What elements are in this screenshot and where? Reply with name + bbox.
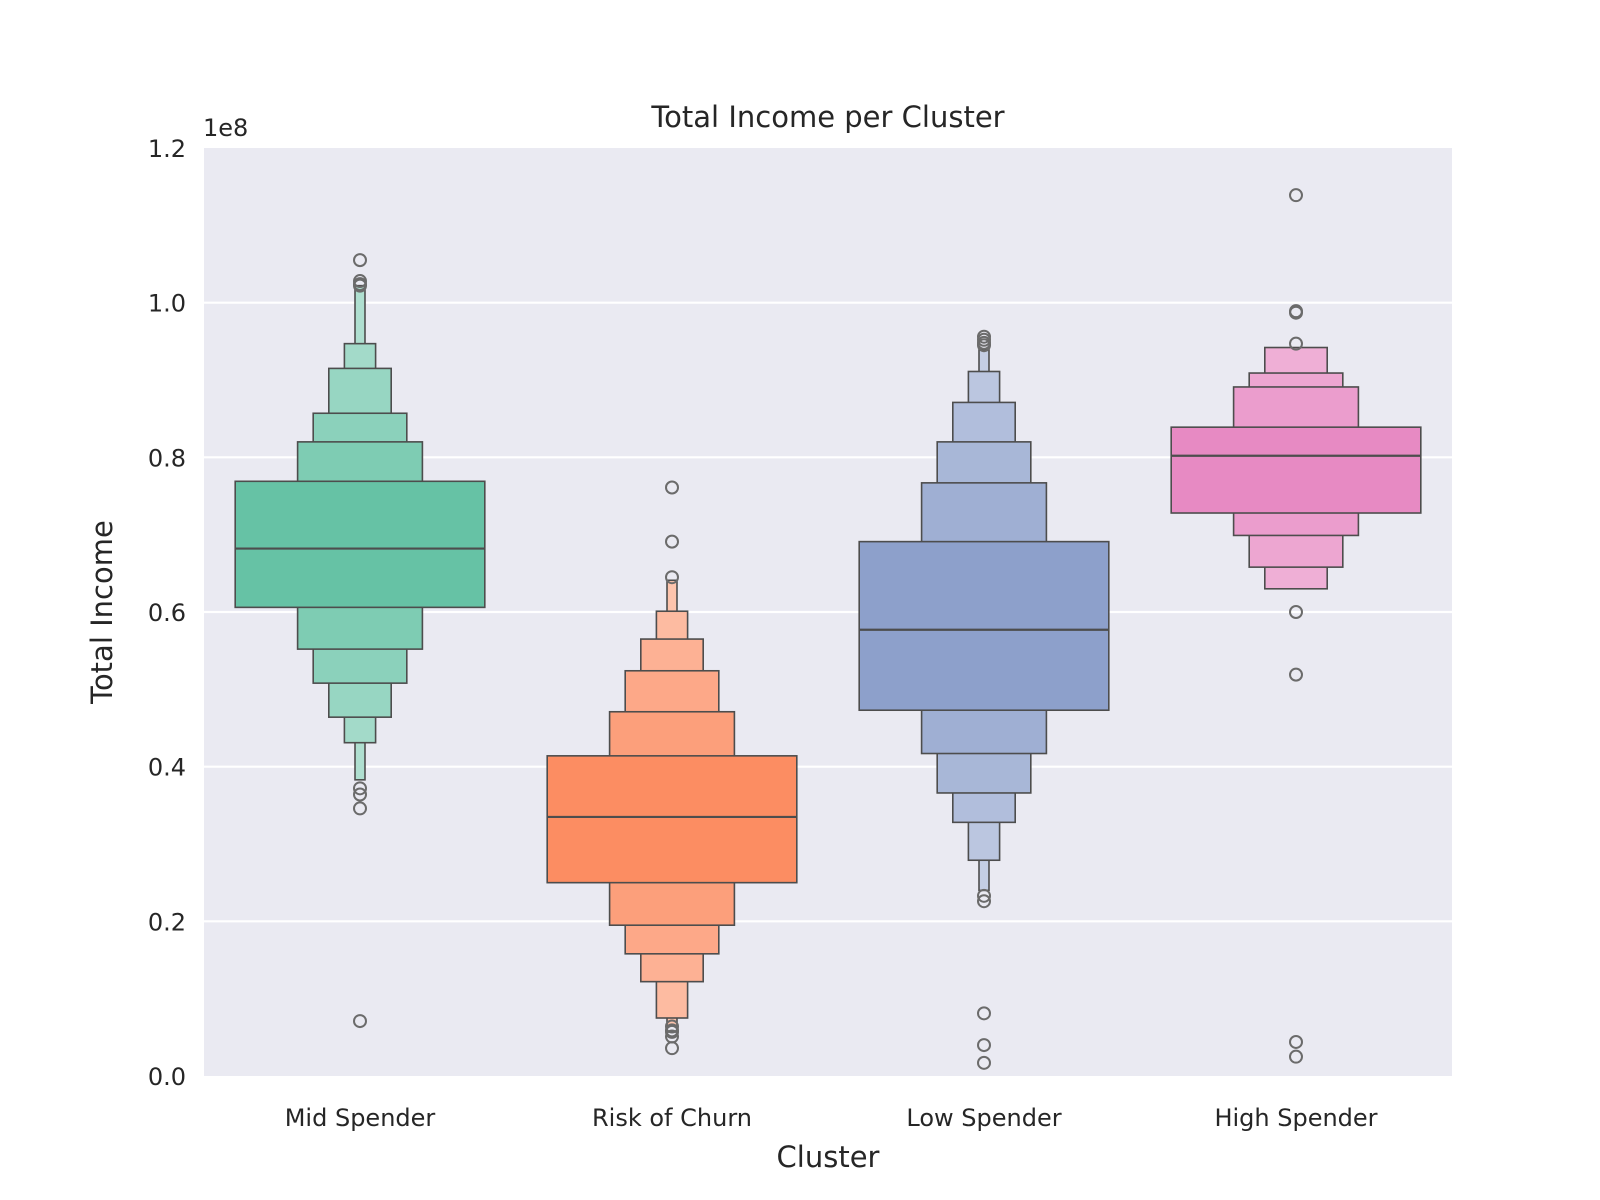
outlier-point: [353, 787, 367, 802]
outlier-point: [665, 570, 679, 585]
outlier-point: [1289, 336, 1303, 351]
x-tick-label: Mid Spender: [285, 1104, 436, 1132]
y-tick-label: 0.6: [148, 599, 186, 627]
outlier-point: [665, 1041, 679, 1056]
outlier-point: [977, 1038, 991, 1053]
boxen-level: [1170, 426, 1422, 514]
outlier-point: [1289, 1049, 1303, 1064]
boxen-level: [234, 480, 486, 609]
y-tick-labels: 0.0 0.2 0.4 0.6 0.8 1.0 1.2: [148, 135, 186, 1091]
outlier-point: [1289, 188, 1303, 203]
x-axis-title: Cluster: [777, 1140, 880, 1174]
outliers: [353, 188, 1303, 1070]
y-tick-label: 0.8: [148, 444, 186, 472]
boxen-mid-spender: [234, 284, 486, 781]
outlier-point: [353, 781, 367, 796]
outlier-point: [977, 1055, 991, 1070]
outlier-point: [977, 338, 991, 353]
x-tick-labels: Mid Spender Risk of Churn Low Spender High …: [285, 1104, 1378, 1132]
y-tick-label: 1.0: [148, 290, 186, 318]
x-tick-label: Risk of Churn: [592, 1104, 752, 1132]
y-tick-label: 0.0: [148, 1063, 186, 1091]
y-tick-label: 0.4: [148, 754, 186, 782]
outlier-point: [353, 278, 367, 293]
outlier-point: [977, 888, 991, 903]
boxen-level: [546, 755, 798, 884]
outlier-point: [353, 253, 367, 268]
outlier-point: [353, 801, 367, 816]
outlier-point: [1289, 1034, 1303, 1049]
outlier-point: [353, 1014, 367, 1029]
outlier-point: [1289, 305, 1303, 320]
outlier-point: [665, 1024, 679, 1039]
chart-title: Total Income per Cluster: [650, 100, 1004, 134]
boxen-level: [858, 540, 1110, 712]
boxen-series: [234, 284, 1422, 1027]
outlier-point: [665, 1019, 679, 1034]
outlier-point: [665, 480, 679, 495]
y-axis-title: Total Income: [85, 520, 119, 705]
y-tick-label: 1.2: [148, 135, 186, 163]
x-tick-label: Low Spender: [906, 1104, 1061, 1132]
x-tick-label: High Spender: [1214, 1104, 1377, 1132]
outlier-point: [977, 1006, 991, 1021]
y-tick-label: 0.2: [148, 908, 186, 936]
y-multiplier-label: 1e8: [203, 114, 248, 142]
outlier-point: [665, 534, 679, 549]
boxen-low-spender: [858, 349, 1110, 892]
outlier-point: [1289, 667, 1303, 682]
boxen-risk-of-churn: [546, 579, 798, 1027]
outlier-point: [1289, 605, 1303, 619]
outlier-point: [977, 894, 991, 909]
boxen-high-spender: [1170, 346, 1422, 590]
